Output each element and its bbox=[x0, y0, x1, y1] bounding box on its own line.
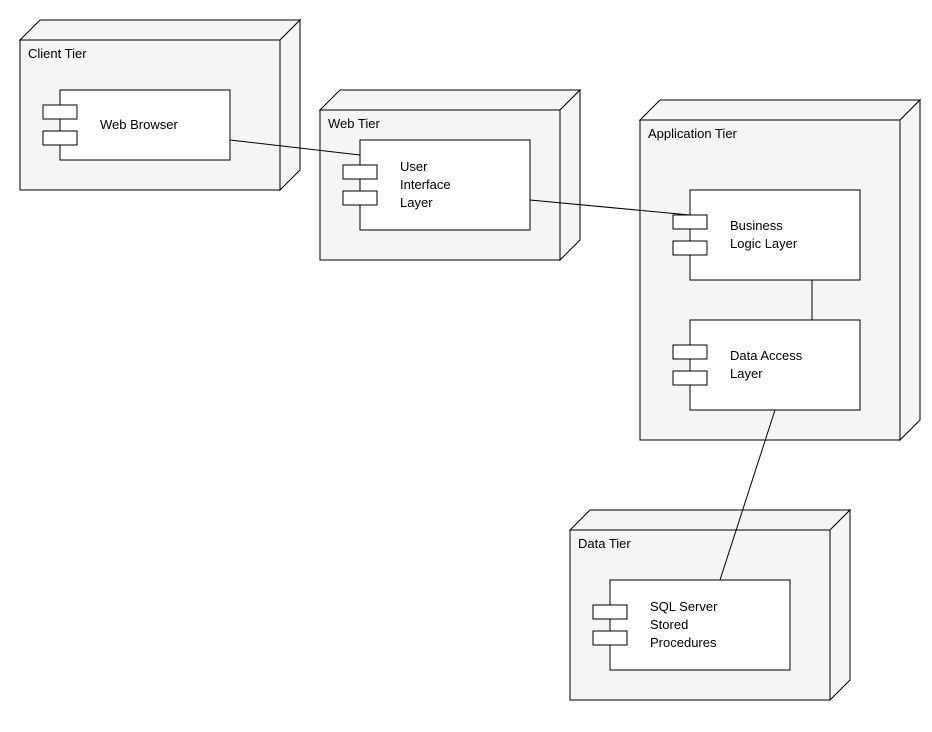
component-label-ui-1: Interface bbox=[400, 177, 451, 192]
component-label-dal-0: Data Access bbox=[730, 348, 803, 363]
component-label-sql-0: SQL Server bbox=[650, 599, 718, 614]
component-browser: Web Browser bbox=[43, 90, 230, 160]
node-label-web: Web Tier bbox=[328, 116, 380, 131]
component-label-sql-2: Procedures bbox=[650, 635, 717, 650]
node-label-data: Data Tier bbox=[578, 536, 631, 551]
component-label-bll-0: Business bbox=[730, 218, 783, 233]
component-dal: Data Access Layer bbox=[673, 320, 860, 410]
component-sql: SQL Server Stored Procedures bbox=[593, 580, 790, 670]
node-label-client: Client Tier bbox=[28, 46, 87, 61]
component-label-ui-2: Layer bbox=[400, 195, 433, 210]
deployment-diagram: Client Tier Web Tier Application Tier Data … bbox=[0, 0, 932, 732]
component-label-ui-0: User bbox=[400, 159, 428, 174]
component-label-browser-0: Web Browser bbox=[100, 117, 178, 132]
component-label-dal-1: Layer bbox=[730, 366, 763, 381]
component-label-sql-1: Stored bbox=[650, 617, 688, 632]
component-bll: Business Logic Layer bbox=[673, 190, 860, 280]
component-label-bll-1: Logic Layer bbox=[730, 236, 798, 251]
component-ui: User Interface Layer bbox=[343, 140, 530, 230]
node-label-app: Application Tier bbox=[648, 126, 738, 141]
